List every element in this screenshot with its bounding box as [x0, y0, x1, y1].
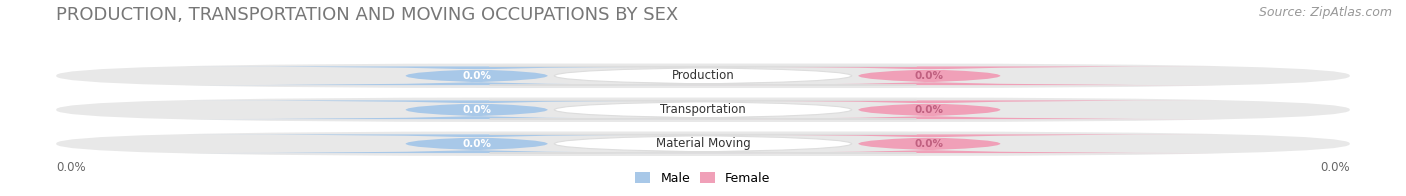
FancyBboxPatch shape — [56, 64, 1350, 88]
FancyBboxPatch shape — [638, 134, 1220, 153]
Text: 0.0%: 0.0% — [915, 71, 943, 81]
FancyBboxPatch shape — [56, 98, 1350, 122]
Text: 0.0%: 0.0% — [463, 71, 491, 81]
Text: Production: Production — [672, 69, 734, 82]
FancyBboxPatch shape — [186, 134, 768, 153]
Text: Material Moving: Material Moving — [655, 137, 751, 150]
Text: 0.0%: 0.0% — [463, 139, 491, 149]
FancyBboxPatch shape — [186, 66, 768, 85]
FancyBboxPatch shape — [638, 100, 1220, 119]
FancyBboxPatch shape — [489, 100, 917, 119]
Text: 0.0%: 0.0% — [915, 105, 943, 115]
Text: 0.0%: 0.0% — [463, 105, 491, 115]
Legend: Male, Female: Male, Female — [630, 167, 776, 190]
FancyBboxPatch shape — [489, 134, 917, 153]
FancyBboxPatch shape — [186, 100, 768, 119]
FancyBboxPatch shape — [638, 66, 1220, 85]
Text: 0.0%: 0.0% — [56, 161, 86, 174]
FancyBboxPatch shape — [56, 132, 1350, 156]
Text: Source: ZipAtlas.com: Source: ZipAtlas.com — [1258, 6, 1392, 19]
FancyBboxPatch shape — [489, 66, 917, 85]
Text: 0.0%: 0.0% — [915, 139, 943, 149]
Text: Transportation: Transportation — [661, 103, 745, 116]
Text: 0.0%: 0.0% — [1320, 161, 1350, 174]
Text: PRODUCTION, TRANSPORTATION AND MOVING OCCUPATIONS BY SEX: PRODUCTION, TRANSPORTATION AND MOVING OC… — [56, 6, 679, 24]
